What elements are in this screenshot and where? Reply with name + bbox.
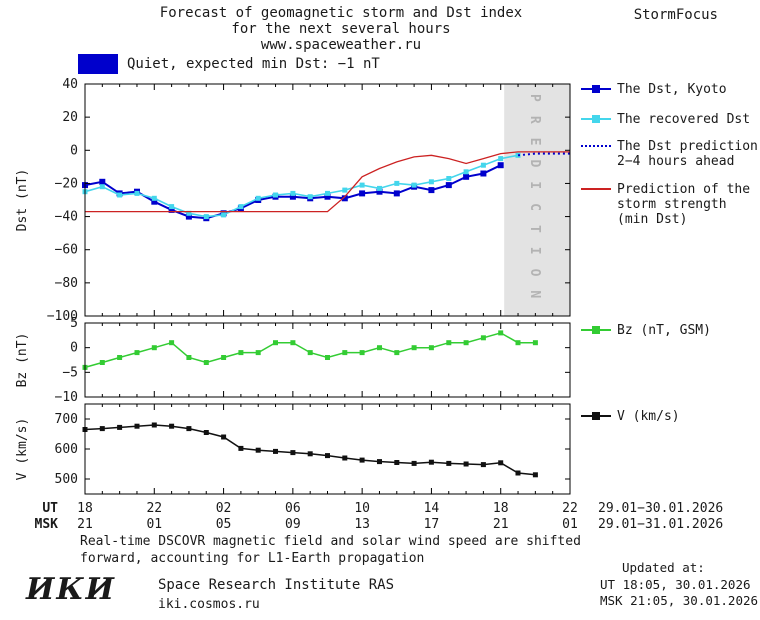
svg-text:06: 06 xyxy=(285,501,301,516)
svg-text:02: 02 xyxy=(216,501,232,516)
svg-text:01: 01 xyxy=(146,517,162,532)
legend-bz-label: Bz (nT, GSM) xyxy=(617,323,711,338)
title-url: www.spaceweather.ru xyxy=(260,37,422,53)
propagation-note: Real-time DSCOVR magnetic field and sola… xyxy=(80,533,581,567)
title-line2: for the next several hours xyxy=(231,21,451,37)
legend-storm-prediction-label: Prediction of the storm strength (min Ds… xyxy=(617,182,750,227)
x-axis-labels: 18212201020506091013141718212201UTMSK29.… xyxy=(35,501,724,532)
ut-date-range: 29.01−30.01.2026 xyxy=(598,501,723,516)
y-axis-title-2: V (km/s) xyxy=(15,418,30,481)
institute-block: Space Research Institute RAS iki.cosmos.… xyxy=(158,576,394,614)
page-title: Forecast of geomagnetic storm and Dst in… xyxy=(0,5,682,53)
chart-panel-0: PREDICTION 40 20 0 −20 −40 −60 −80 −100 Dst (nT) xyxy=(15,77,571,324)
svg-text:0: 0 xyxy=(70,341,78,356)
v-line-marker-icon xyxy=(581,412,611,420)
legend-dst-kyoto-label: The Dst, Kyoto xyxy=(617,82,727,97)
msk-date-range: 29.01−31.01.2026 xyxy=(598,517,723,532)
brand-stormfocus: StormFocus xyxy=(633,7,718,23)
bz-line-marker-icon xyxy=(581,326,611,334)
chart-panel-1: 5 0 −5 −10 Bz (nT) xyxy=(15,316,571,405)
svg-text:−60: −60 xyxy=(55,243,78,258)
chart-panel-2: 700 600 500 V (km/s) xyxy=(15,403,571,495)
msk-row-label: MSK xyxy=(35,517,59,532)
svg-text:09: 09 xyxy=(285,517,301,532)
svg-text:−5: −5 xyxy=(62,365,78,380)
recovered-dst-line-marker-icon xyxy=(581,115,611,123)
series-line xyxy=(85,151,570,213)
legend-storm-prediction: Prediction of the storm strength (min Ds… xyxy=(581,182,759,227)
legend-storm-prediction-line3: (min Dst) xyxy=(617,212,688,227)
y-axis-title-0: Dst (nT) xyxy=(15,169,30,232)
svg-text:01: 01 xyxy=(562,517,578,532)
legend-dst-prediction: The Dst prediction 2−4 hours ahead xyxy=(581,139,759,169)
legend-recovered-dst-label: The recovered Dst xyxy=(617,112,751,127)
prediction-band xyxy=(504,84,570,316)
series-line xyxy=(517,152,570,157)
propagation-note-line2: forward, accounting for L1-Earth propaga… xyxy=(80,551,425,566)
svg-text:500: 500 xyxy=(55,472,78,487)
legend-dst-prediction-line2: 2−4 hours ahead xyxy=(617,154,735,169)
dst-kyoto-line-marker-icon xyxy=(581,85,611,93)
svg-text:17: 17 xyxy=(424,517,440,532)
legend-dst-prediction-label: The Dst prediction 2−4 hours ahead xyxy=(617,139,758,169)
svg-text:−20: −20 xyxy=(55,176,78,191)
updated-at-label: Updated at: xyxy=(622,560,705,575)
storm-prediction-line-marker-icon xyxy=(581,188,611,190)
svg-text:18: 18 xyxy=(493,501,509,516)
svg-text:−40: −40 xyxy=(55,210,78,225)
legend-bz: Bz (nT, GSM) xyxy=(581,323,759,338)
svg-text:20: 20 xyxy=(62,110,78,125)
status-text: Quiet, expected min Dst: −1 nT xyxy=(127,56,380,72)
updated-at-block: Updated at: UT 18:05, 30.01.2026 MSK 21:… xyxy=(600,560,758,610)
series-line xyxy=(84,154,519,218)
quiet-level-swatch xyxy=(78,54,118,74)
svg-text:600: 600 xyxy=(55,442,78,457)
series-line xyxy=(84,424,536,476)
institute-name: Space Research Institute RAS xyxy=(158,577,395,593)
legend-recovered-dst: The recovered Dst xyxy=(581,112,759,127)
svg-text:0: 0 xyxy=(70,143,78,158)
svg-text:21: 21 xyxy=(493,517,509,532)
svg-text:22: 22 xyxy=(562,501,578,516)
svg-text:18: 18 xyxy=(77,501,93,516)
legend-storm-prediction-line1: Prediction of the xyxy=(617,182,751,197)
svg-text:21: 21 xyxy=(77,517,93,532)
prediction-band-label: PREDICTION xyxy=(527,94,542,312)
legend-dst-prediction-line1: The Dst prediction xyxy=(617,139,758,154)
svg-text:−100: −100 xyxy=(47,309,78,324)
svg-text:−80: −80 xyxy=(55,276,78,291)
ut-row-label: UT xyxy=(42,501,58,516)
svg-text:14: 14 xyxy=(424,501,440,516)
svg-text:22: 22 xyxy=(146,501,162,516)
iki-logo: ИКИ xyxy=(26,572,116,607)
status-banner: Quiet, expected min Dst: −1 nT xyxy=(78,54,380,74)
updated-at-ut: UT 18:05, 30.01.2026 xyxy=(600,576,751,592)
legend-v: V (km/s) xyxy=(581,409,759,424)
svg-text:13: 13 xyxy=(354,517,370,532)
legend-storm-prediction-line2: storm strength xyxy=(617,197,727,212)
y-axis-title-1: Bz (nT) xyxy=(15,333,30,388)
svg-text:700: 700 xyxy=(55,412,78,427)
legend-dst-kyoto: The Dst, Kyoto xyxy=(581,82,759,97)
dst-prediction-line-marker-icon xyxy=(581,145,611,147)
propagation-note-line1: Real-time DSCOVR magnetic field and sola… xyxy=(80,534,581,549)
institute-site: iki.cosmos.ru xyxy=(158,597,260,612)
svg-text:5: 5 xyxy=(70,316,78,331)
legend-v-label: V (km/s) xyxy=(617,409,680,424)
svg-text:10: 10 xyxy=(354,501,370,516)
updated-at-msk: MSK 21:05, 30.01.2026 xyxy=(600,593,759,608)
svg-text:05: 05 xyxy=(216,517,232,532)
svg-text:−10: −10 xyxy=(55,390,78,405)
svg-text:40: 40 xyxy=(62,77,78,92)
title-line1: Forecast of geomagnetic storm and Dst in… xyxy=(159,5,523,21)
